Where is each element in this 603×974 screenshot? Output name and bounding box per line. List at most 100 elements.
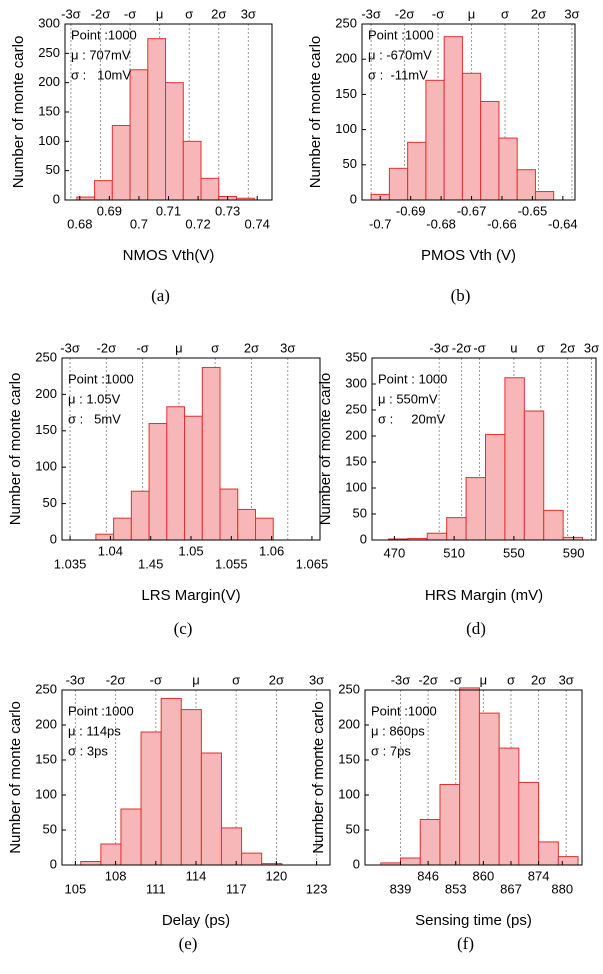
y-tick-label: 50 <box>43 821 57 836</box>
x-tick-label: 880 <box>551 881 573 896</box>
bar <box>200 752 222 866</box>
sigma-label: -2σ <box>91 6 111 21</box>
annotation: σ : 3ps <box>68 743 108 758</box>
sigma-label: σ <box>507 672 515 687</box>
bar <box>443 36 463 201</box>
caption: (a) <box>151 286 170 305</box>
x-tick-label: 120 <box>266 868 288 883</box>
x-axis-label: Sensing time (ps) <box>415 912 532 929</box>
bar <box>504 377 525 541</box>
y-tick-label: 50 <box>346 821 360 836</box>
bar <box>538 841 559 866</box>
sigma-label: 2σ <box>211 6 226 21</box>
y-tick-label: 150 <box>38 103 60 118</box>
sigma-label: 2σ <box>531 6 546 21</box>
x-axis-label: PMOS Vth (V) <box>421 247 516 264</box>
sigma-label: 3σ <box>241 6 256 21</box>
y-tick-label: 250 <box>338 681 360 696</box>
y-tick-label: 100 <box>335 121 357 136</box>
x-tick-label: -0.67 <box>457 203 487 218</box>
sigma-label: -σ <box>432 6 444 21</box>
y-tick-label: 100 <box>345 479 367 494</box>
y-tick-label: 200 <box>338 716 360 731</box>
bar <box>237 508 256 541</box>
sigma-label: μ <box>468 6 476 21</box>
bar <box>498 137 518 201</box>
annotation: σ : 20mV <box>378 411 446 426</box>
annotation: Point :1000 <box>371 703 437 718</box>
x-tick-label: 839 <box>390 881 412 896</box>
x-tick-label: 1.055 <box>215 556 248 571</box>
y-tick-label: 50 <box>353 505 367 520</box>
x-tick-label: 846 <box>417 868 439 883</box>
bar <box>484 433 506 541</box>
sigma-label: -3σ <box>429 340 449 355</box>
annotation: Point : 1000 <box>378 371 447 386</box>
sigma-label: 3σ <box>559 672 574 687</box>
sigma-label: σ <box>232 672 240 687</box>
x-axis-label: Delay (ps) <box>162 912 230 929</box>
caption: (f) <box>457 934 474 953</box>
y-tick-label: 200 <box>345 427 367 442</box>
annotation: μ : 707mV <box>71 47 131 62</box>
sigma-label: -3σ <box>61 6 81 21</box>
y-tick-label: 250 <box>35 681 57 696</box>
annotation: μ : 1.05V <box>68 391 121 406</box>
sigma-label: 3σ <box>309 672 324 687</box>
y-tick-label: 100 <box>38 133 60 148</box>
annotation: Point :1000 <box>68 371 134 386</box>
bar <box>439 784 461 866</box>
sigma-label: -σ <box>450 672 462 687</box>
y-tick-label: 150 <box>338 751 360 766</box>
y-tick-label: 100 <box>35 459 57 474</box>
plot-frame <box>361 23 576 201</box>
bar <box>534 191 555 201</box>
bar <box>113 517 132 541</box>
sigma-label: -σ <box>124 6 136 21</box>
y-tick-label: 200 <box>335 51 357 66</box>
sigma-label: σ <box>185 6 193 21</box>
x-tick-label: -0.66 <box>487 216 517 231</box>
x-tick-label: 0.72 <box>185 216 210 231</box>
x-tick-label: 1.06 <box>259 543 284 558</box>
y-tick-label: 150 <box>345 453 367 468</box>
bar <box>543 509 564 541</box>
bar <box>388 167 409 201</box>
sigma-label: -2σ <box>418 672 438 687</box>
bar <box>95 533 115 541</box>
x-tick-label: -0.65 <box>518 203 548 218</box>
sigma-label: -2σ <box>106 672 126 687</box>
bar <box>480 100 500 201</box>
sigma-label: 2σ <box>244 340 259 355</box>
bar <box>407 141 427 201</box>
y-tick-label: 0 <box>53 191 60 206</box>
y-tick-label: 250 <box>335 15 357 30</box>
x-tick-label: 0.69 <box>97 203 122 218</box>
sigma-label: -2σ <box>452 340 472 355</box>
x-tick-label: 0.73 <box>215 203 240 218</box>
sigma-label: -2σ <box>97 340 117 355</box>
sigma-label: 2σ <box>560 340 575 355</box>
bar <box>180 709 202 866</box>
y-tick-label: 150 <box>335 86 357 101</box>
y-tick-label: 150 <box>35 422 57 437</box>
bar <box>465 477 486 541</box>
annotation: μ : -670mV <box>368 47 432 62</box>
x-tick-label: 867 <box>500 881 522 896</box>
bar <box>129 69 149 201</box>
sigma-label: μ <box>175 340 183 355</box>
bar <box>200 177 220 201</box>
annotation: μ : 114ps <box>68 723 121 738</box>
x-tick-label: 874 <box>528 868 550 883</box>
x-tick-label: 853 <box>445 881 467 896</box>
sigma-label: 2σ <box>531 672 546 687</box>
bar <box>166 406 186 541</box>
annotation: Point :1000 <box>71 27 137 42</box>
x-tick-label: 590 <box>563 545 585 560</box>
caption: (b) <box>451 286 471 305</box>
x-tick-label: -0.7 <box>369 216 391 231</box>
bar <box>426 532 448 541</box>
sigma-label: σ <box>211 340 219 355</box>
y-tick-label: 300 <box>38 15 60 30</box>
sigma-label: -3σ <box>391 672 411 687</box>
